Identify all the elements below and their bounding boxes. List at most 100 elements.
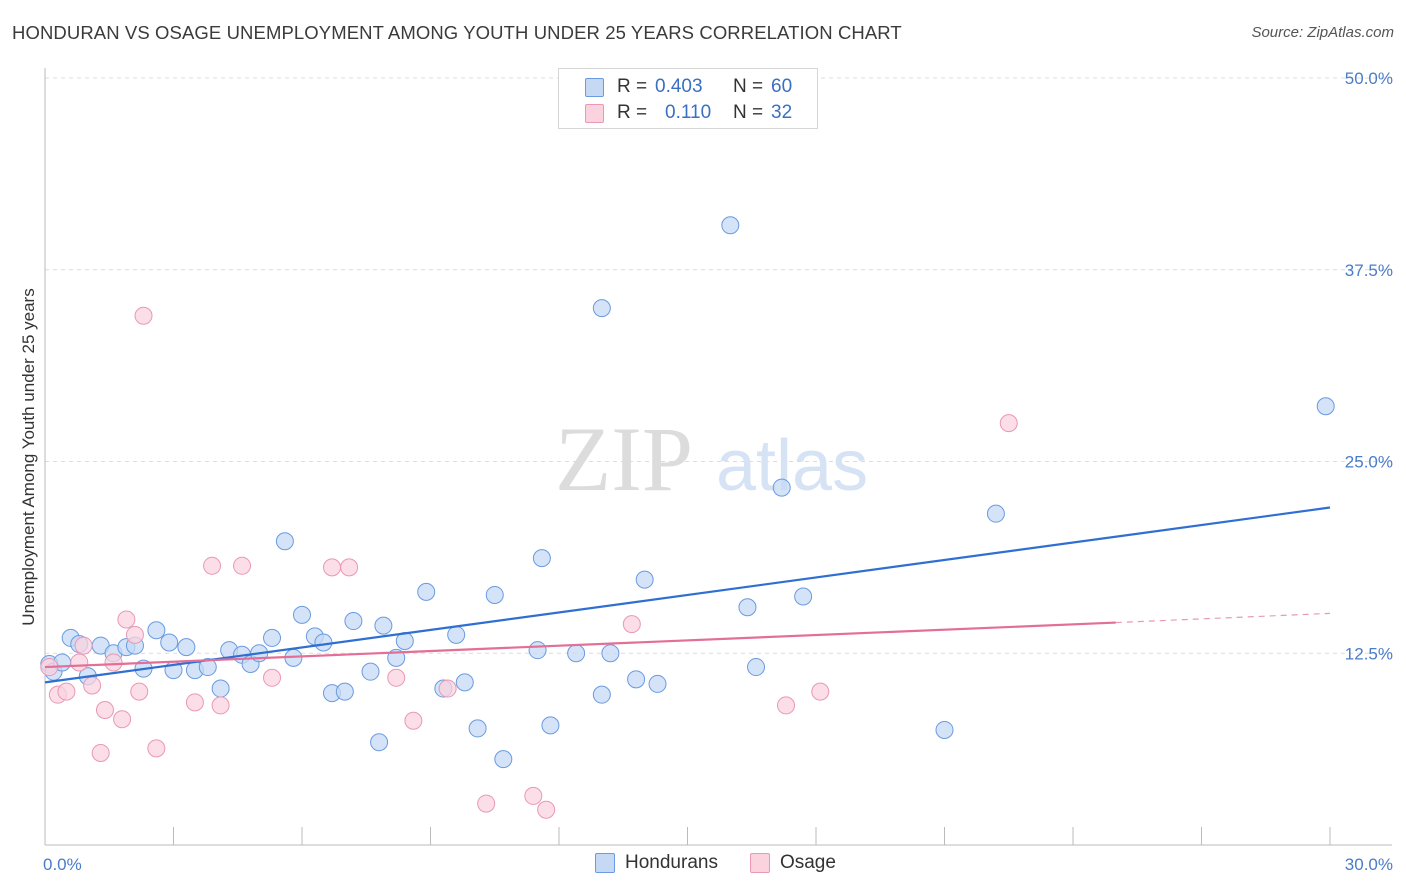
trend-lines <box>44 506 1331 684</box>
y-tick-label: 50.0% <box>1345 69 1393 88</box>
hondurans-point <box>1316 397 1335 416</box>
osage-swatch <box>585 103 604 123</box>
hondurans-point <box>370 733 389 752</box>
hondurans-point <box>275 532 294 551</box>
hondurans-point <box>177 638 196 657</box>
y-tick-label: 25.0% <box>1345 453 1393 472</box>
osage-point <box>233 556 252 575</box>
hondurans-point <box>772 478 791 497</box>
osage-point <box>74 636 93 655</box>
osage-point <box>524 786 543 805</box>
osage-point <box>322 558 341 577</box>
r-value: 0.110 <box>665 102 712 123</box>
osage-point <box>104 653 123 672</box>
hondurans-swatch <box>595 853 615 873</box>
hondurans-point <box>485 585 504 604</box>
n-label: N = <box>733 102 764 123</box>
n-value: 60 <box>771 76 793 97</box>
osage-point <box>125 625 144 644</box>
osage-point <box>537 800 556 819</box>
osage-point <box>134 306 153 325</box>
hondurans-point <box>455 673 474 692</box>
osage-trend-line <box>44 621 1116 669</box>
osage-point <box>777 696 796 715</box>
hondurans-point <box>335 682 354 701</box>
hondurans-point <box>986 504 1005 523</box>
y-tick-label: 12.5% <box>1345 644 1393 663</box>
watermark-atlas: atlas <box>716 426 868 506</box>
stats-legend: R = 0.403 N = 60 R = 0.110 N = 32 <box>558 68 818 129</box>
x-tick-label: 30.0% <box>1345 855 1393 874</box>
hondurans-point <box>263 628 282 647</box>
hondurans-point <box>532 549 551 568</box>
hondurans-point <box>747 658 766 677</box>
osage-point <box>83 676 102 695</box>
y-tick-label: 37.5% <box>1345 261 1393 280</box>
hondurans-point <box>314 633 333 652</box>
hondurans-point <box>468 719 487 738</box>
osage-point <box>57 682 76 701</box>
n-value: 32 <box>771 102 793 123</box>
osage-point <box>117 610 136 629</box>
chart-title: HONDURAN VS OSAGE UNEMPLOYMENT AMONG YOU… <box>12 22 902 43</box>
r-value: 0.403 <box>655 76 703 97</box>
source-label: Source: ZipAtlas.com <box>1251 24 1394 41</box>
hondurans-point <box>738 598 757 617</box>
osage-point <box>404 711 423 730</box>
osage-point <box>387 668 406 687</box>
hondurans-trend-line <box>44 506 1331 684</box>
osage-point <box>438 679 457 698</box>
osage-trend-extension <box>1115 612 1331 624</box>
hondurans-point <box>627 670 646 689</box>
legend-row-hondurans: R = 0.403 N = 60 <box>585 75 792 99</box>
hondurans-swatch <box>585 77 604 97</box>
legend-label-hondurans: Hondurans <box>625 852 718 873</box>
osage-point <box>70 653 89 672</box>
legend-item-osage[interactable]: Osage <box>749 852 836 874</box>
osage-point <box>622 615 641 634</box>
hondurans-point <box>528 641 547 660</box>
osage-point <box>113 710 132 729</box>
hondurans-point <box>592 299 611 318</box>
axes <box>44 68 1392 846</box>
hondurans-point <box>635 570 654 589</box>
hondurans-point <box>447 625 466 644</box>
osage-point <box>477 794 496 813</box>
hondurans-point <box>794 587 813 606</box>
legend-item-hondurans[interactable]: Hondurans <box>595 852 718 874</box>
hondurans-point <box>494 750 513 769</box>
hondurans-point <box>601 644 620 663</box>
hondurans-point <box>344 612 363 631</box>
hondurans-point <box>361 662 380 681</box>
legend-label-osage: Osage <box>779 852 836 873</box>
osage-point <box>263 668 282 687</box>
hondurans-point <box>648 674 667 693</box>
hondurans-point <box>147 621 166 640</box>
hondurans-point <box>592 685 611 704</box>
osage-point <box>95 701 114 720</box>
osage-point <box>91 743 110 762</box>
hondurans-point <box>541 716 560 735</box>
data-points <box>40 216 1335 819</box>
x-tick-label: 0.0% <box>43 855 82 874</box>
hondurans-point <box>417 582 436 601</box>
osage-point <box>147 739 166 758</box>
hondurans-point <box>567 644 586 663</box>
osage-swatch <box>749 853 770 873</box>
watermark: ZIP atlas <box>555 408 868 510</box>
osage-point <box>811 682 830 701</box>
hondurans-point <box>198 658 217 677</box>
hondurans-point <box>374 616 393 635</box>
hondurans-point <box>211 679 230 698</box>
y-axis-label: Unemployment Among Youth under 25 years <box>19 288 38 626</box>
osage-point <box>130 682 149 701</box>
osage-point <box>211 696 230 715</box>
r-label: R = <box>617 102 648 123</box>
osage-point <box>999 414 1018 433</box>
osage-point <box>185 693 204 712</box>
n-label: N = <box>733 76 764 97</box>
hondurans-point <box>721 216 740 235</box>
hondurans-point <box>293 605 311 624</box>
hondurans-point <box>935 720 954 739</box>
